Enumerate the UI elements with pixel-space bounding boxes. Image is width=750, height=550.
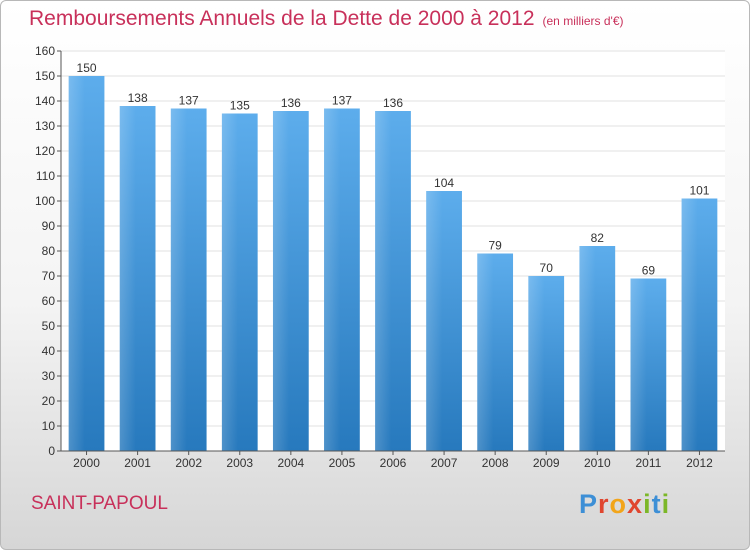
y-tick-label: 140 [35,94,55,108]
y-tick-label: 70 [42,269,56,283]
bar-highlight [426,191,443,451]
bar-highlight [68,76,85,451]
x-tick-label-2005: 2005 [329,456,356,470]
bar-highlight [630,278,647,451]
data-label-2004: 136 [281,96,301,110]
data-label-2005: 137 [332,94,352,108]
bar-highlight [579,246,596,451]
data-label-2006: 136 [383,96,403,110]
data-label-2001: 138 [128,91,148,105]
y-tick-label: 110 [36,169,55,183]
bar-highlight [119,106,136,451]
x-tick-label-2001: 2001 [124,456,151,470]
bar-highlight [221,113,238,451]
data-label-2002: 137 [179,94,199,108]
x-tick-label-2000: 2000 [73,456,100,470]
logo-letter: i [661,489,671,519]
y-tick-label: 130 [35,119,55,133]
bar-highlight [681,198,698,451]
x-tick-label-2011: 2011 [635,456,661,470]
data-label-2010: 82 [591,231,605,245]
data-label-2011: 69 [642,264,656,278]
axes: 0 10 20 30 40 50 60 70 80 90 100 110 120 130 140 150 160… [35,44,725,470]
data-label-2003: 135 [230,99,250,113]
y-tick-label: 80 [42,244,56,258]
bar-highlight [375,111,392,451]
logo-letter: o [609,489,628,519]
logo-letter: i [643,489,652,519]
bar-highlight [272,111,290,451]
y-tick-label: 30 [42,369,56,383]
data-label-2009: 70 [540,261,554,275]
bar-highlight [528,276,545,451]
logo-letter: t [651,489,662,519]
chart-title-text: Remboursements Annuels de la Dette de 20… [29,7,535,30]
y-tick-label: 90 [42,219,56,233]
logo-letter: r [598,489,610,519]
data-label-2000: 150 [77,61,97,75]
chart-unit: (en milliers d'€) [542,14,624,28]
data-label-2012: 101 [689,184,709,198]
x-tick-label-2003: 2003 [226,456,253,470]
bar-highlight [170,108,187,451]
data-label-2007: 104 [434,176,454,190]
y-tick-label: 20 [42,394,56,408]
y-tick-label: 120 [35,144,55,158]
y-tick-label: 150 [35,69,55,83]
x-tick-label-2002: 2002 [175,456,202,470]
data-labels: 150 138 137 135 136 137 136 104 79 70 82 69 101 [77,61,710,278]
x-tick-label-2006: 2006 [380,456,407,470]
x-tick-label-2009: 2009 [533,456,560,470]
y-tick-label: 60 [42,294,56,308]
logo-letter: x [627,489,644,519]
x-tick-label-2012: 2012 [686,456,713,470]
bars [68,76,718,451]
bar-highlight [477,253,494,451]
y-tick-label: 0 [48,444,55,458]
location-name: SAINT-PAPOUL [31,493,168,514]
bar-highlight [324,108,341,451]
y-tick-label: 50 [42,319,56,333]
data-label-2008: 79 [488,239,502,253]
y-tick-label: 160 [35,44,55,58]
proxiti-logo: Proxiti [579,489,670,520]
x-tick-label-2008: 2008 [482,456,509,470]
x-tick-label-2010: 2010 [584,456,611,470]
y-tick-label: 10 [42,419,56,433]
chart-title: Remboursements Annuels de la Dette de 20… [29,7,624,31]
x-tick-label-2004: 2004 [277,456,304,470]
y-tick-label: 100 [35,194,55,208]
y-tick-label: 40 [42,344,56,358]
x-tick-label-2007: 2007 [431,456,458,470]
logo-letter: P [579,489,599,519]
